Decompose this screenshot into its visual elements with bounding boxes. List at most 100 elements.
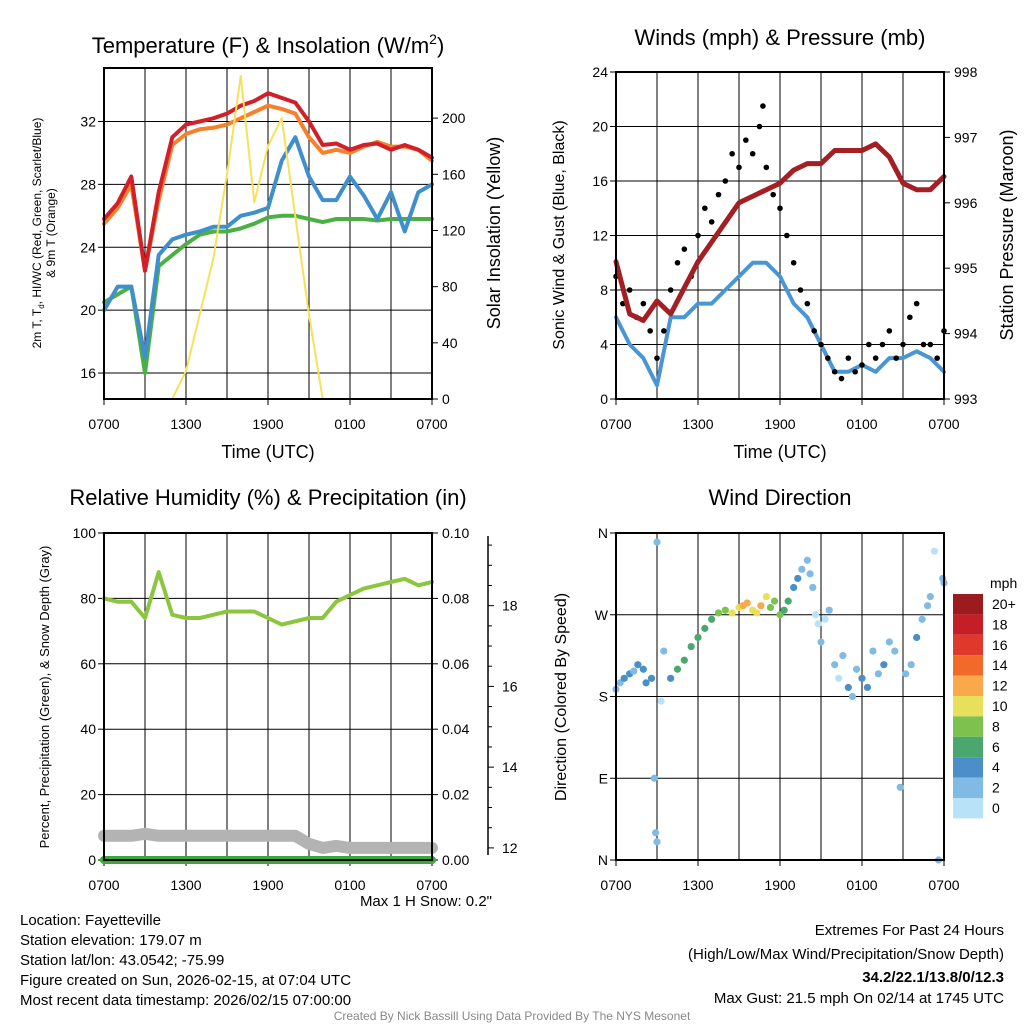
rh-xtick-label: 0700 [416, 877, 447, 893]
direction-point [639, 665, 647, 673]
legend-label: 18 [992, 616, 1008, 632]
direction-point [858, 674, 866, 682]
rh-xtick-label: 0700 [88, 877, 119, 893]
gust-point [756, 123, 763, 130]
solar-y2tick-label: 120 [442, 222, 466, 238]
series-relative-humidity [102, 570, 434, 627]
temp-ytick-label: 28 [80, 176, 96, 192]
legend-label: 12 [992, 678, 1008, 694]
direction-point [902, 670, 910, 678]
solar-y2tick-label: 0 [442, 391, 450, 407]
extremes-subtitle: (High/Low/Max Wind/Precipitation/Snow De… [688, 946, 1004, 963]
gust-point [859, 362, 865, 368]
legend-swatch [953, 757, 983, 778]
wind-ylabel: Sonic Wind & Gust (Blue, Black) [551, 120, 568, 349]
snow-depth-tick-label: 14 [502, 759, 518, 775]
wind-title: Winds (mph) & Pressure (mb) [635, 25, 926, 50]
gust-point [640, 300, 647, 307]
series-2m-t [102, 91, 434, 273]
direction-point [798, 565, 806, 573]
wind-ytick-label: 20 [592, 119, 608, 135]
direction-point [809, 583, 817, 592]
pressure-y2tick-label: 998 [954, 64, 978, 80]
direction-point [652, 829, 660, 837]
temp-ylabel-line2: & 9m T (Orange) [44, 188, 58, 278]
pressure-ylabel: Station Pressure (Maroon) [997, 129, 1017, 340]
pressure-y2tick-label: 997 [954, 129, 978, 145]
temp-ytick-label: 24 [80, 239, 96, 255]
snow-depth-tick-label: 16 [502, 678, 518, 694]
temp-plot-frame [103, 67, 433, 400]
wind-xlabel: Time (UTC) [733, 442, 826, 462]
precip-y2tick-label: 0.02 [442, 787, 469, 803]
gust-point [879, 341, 886, 348]
wind-xtick-label: 0100 [846, 416, 877, 432]
wind-ytick-label: 0 [600, 391, 608, 407]
gust-point [790, 259, 797, 266]
gust-point [845, 355, 852, 361]
direction-point [680, 656, 688, 664]
direction-point [780, 606, 788, 614]
wind-xtick-label: 1900 [764, 416, 795, 432]
direction-point [653, 838, 661, 846]
direction-point [647, 674, 656, 682]
gust-point [852, 368, 858, 375]
rh-ytick-label: 100 [73, 525, 97, 541]
legend-label: 6 [992, 739, 1000, 755]
rh-title: Relative Humidity (%) & Precipitation (i… [69, 485, 466, 510]
legend-swatch [953, 675, 983, 696]
legend-swatch [953, 696, 983, 717]
direction-point [794, 574, 802, 583]
gust-point [907, 314, 913, 321]
solar-y2tick-label: 160 [442, 166, 466, 182]
direction-point [848, 692, 857, 701]
legend-swatch [953, 634, 983, 656]
direction-point [673, 665, 682, 673]
rh-xtick-label: 1300 [170, 877, 201, 893]
temp-ytick-label: 16 [80, 365, 96, 381]
legend-label: 2 [992, 780, 1000, 796]
dir-xtick-label: 0700 [600, 877, 631, 893]
direction-point [880, 661, 888, 669]
rh-ytick-label: 40 [80, 721, 96, 737]
direction-point [869, 647, 877, 655]
dir-plot-frame [615, 532, 945, 861]
gust-point [695, 232, 701, 239]
direction-point [667, 674, 675, 682]
created-text: Figure created on Sun, 2026-02-15, at 07… [20, 972, 351, 989]
gust-point [667, 287, 674, 293]
direction-point [835, 674, 843, 682]
direction-point [721, 606, 729, 614]
dir-xtick-label: 1900 [764, 877, 795, 893]
direction-point [766, 603, 775, 612]
direction-point [687, 642, 695, 651]
temp-xtick-label: 1300 [170, 416, 201, 432]
direction-point [660, 647, 668, 655]
gust-point [872, 355, 879, 361]
direction-point [918, 615, 926, 623]
direction-point [762, 592, 770, 601]
legend-swatch [953, 655, 983, 676]
rh-ytick-label: 60 [80, 656, 96, 672]
pressure-y2tick-label: 996 [954, 195, 978, 211]
direction-point [790, 583, 798, 592]
series-hi-wc [102, 135, 434, 360]
gust-point [838, 375, 845, 382]
gust-point [760, 103, 766, 109]
gust-point [647, 328, 653, 334]
latlon-text: Station lat/lon: 43.0542; -75.99 [20, 952, 224, 969]
direction-point [708, 615, 716, 623]
pressure-y2tick-label: 995 [954, 260, 978, 276]
gust-point [674, 259, 681, 266]
elevation-text: Station elevation: 179.07 m [20, 932, 202, 949]
recent-data-text: Most recent data timestamp: 2026/02/15 0… [20, 992, 351, 1009]
direction-point [839, 652, 847, 660]
direction-point [753, 609, 761, 617]
dir-ytick-label: N [598, 852, 608, 868]
dir-ytick-label: N [598, 525, 608, 541]
gust-point [654, 355, 660, 361]
direction-point [630, 667, 638, 675]
legend-label: 4 [992, 759, 1000, 775]
gust-point [626, 287, 633, 293]
